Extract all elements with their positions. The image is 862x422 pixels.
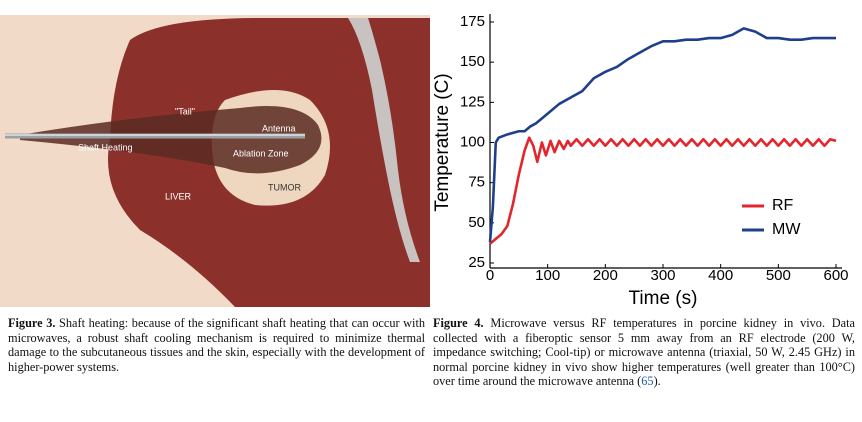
y-tick-label: 25 (468, 254, 485, 271)
label: TUMOR (268, 182, 301, 192)
y-tick-label: 100 (460, 133, 485, 150)
x-tick-label: 500 (766, 267, 791, 284)
x-tick-label: 300 (650, 267, 675, 284)
label: "Tail" (175, 106, 195, 116)
y-tick-label: 75 (468, 174, 485, 191)
legend-label: RF (772, 197, 794, 214)
y-tick-label: 150 (460, 53, 485, 70)
chart: 25 50 75 100 125 150 175 0 100 200 300 400 500 600 Tim… (432, 13, 849, 309)
x-tick-label: 100 (535, 267, 560, 284)
x-tick-label: 600 (823, 267, 848, 284)
caption-text: Shaft heating: because of the significan… (8, 316, 426, 374)
line (488, 27, 836, 243)
x-tick-label: 0 (486, 267, 494, 284)
x-tick-label: 400 (708, 267, 733, 284)
caption-label: Figure 4. (433, 316, 484, 330)
label: Antenna (262, 123, 296, 133)
figure4-caption: Figure 4. Microwave versus RF temperatur… (433, 316, 855, 389)
x-tick-label: 200 (593, 267, 618, 284)
label: LIVER (165, 191, 192, 201)
caption-label: Figure 3. (8, 316, 56, 330)
y-axis-label: Temperature (C) (432, 73, 453, 211)
y-tick-label: 50 (468, 214, 485, 231)
caption-text: ). (653, 374, 661, 389)
y-tick-label: 175 (460, 13, 485, 30)
y-tick-label: 125 (460, 93, 485, 110)
ablation-zone (20, 106, 322, 174)
caption-text: Microwave versus RF temperatures in porc… (433, 316, 856, 389)
figure3-caption: Figure 3. Shaft heating: because of the … (8, 316, 425, 374)
label: Shaft Heating (78, 142, 133, 152)
vessel (348, 18, 420, 262)
legend-label: MW (772, 221, 801, 238)
x-axis-label: Time (s) (629, 288, 698, 309)
reference-link[interactable]: 65 (641, 374, 654, 389)
label: Ablation Zone (233, 148, 289, 158)
illustration: "Tail" Antenna Shaft Heating Ablation Zo… (0, 15, 430, 307)
line (489, 136, 837, 245)
